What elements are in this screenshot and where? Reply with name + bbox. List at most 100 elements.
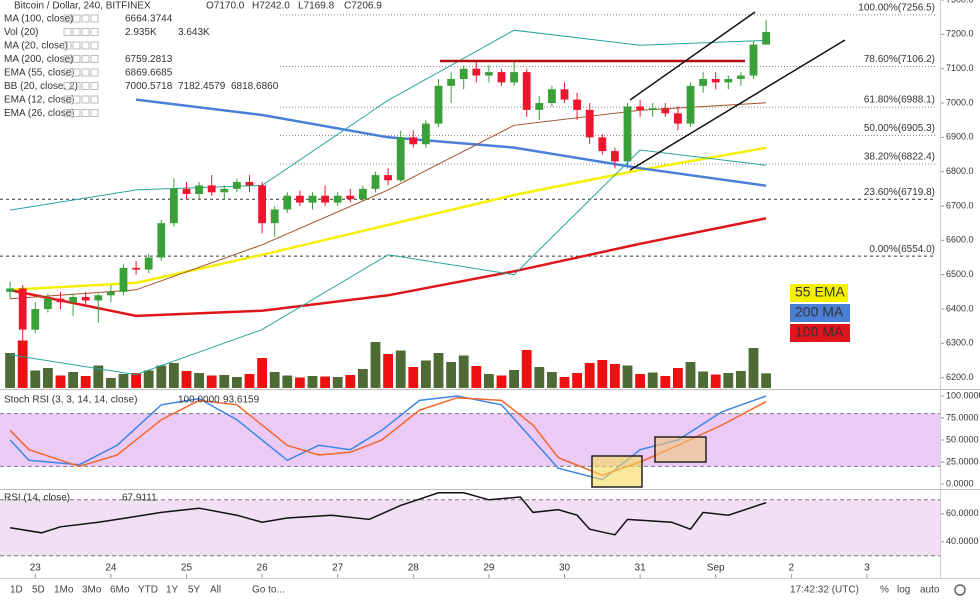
- range-button[interactable]: 5D: [32, 585, 45, 596]
- indicator-button[interactable]: [81, 55, 90, 63]
- indicator-name[interactable]: EMA (55, close): [4, 68, 75, 79]
- indicator-button[interactable]: [63, 55, 72, 63]
- indicator-button[interactable]: [81, 68, 90, 77]
- candle-body: [321, 195, 329, 203]
- volume-bar: [307, 376, 318, 388]
- indicator-button[interactable]: [90, 109, 99, 117]
- scale-option[interactable]: %: [880, 585, 889, 596]
- range-button[interactable]: YTD: [138, 585, 158, 596]
- indicator-value: 7000.5718: [125, 81, 173, 92]
- x-tick-label: Sep: [707, 563, 725, 574]
- volume-bar: [710, 374, 721, 388]
- indicator-button[interactable]: [72, 14, 81, 23]
- y-tick-label: 7000.0: [946, 97, 974, 107]
- volume-bar: [622, 365, 633, 388]
- volume-bar: [345, 375, 356, 388]
- text-layer: O7170.0 H7242.0 L7169.8 C7206.9 MA (100, clo…: [4, 0, 980, 596]
- volume-bar: [458, 355, 469, 388]
- y-tick-label: 100.0000: [946, 390, 980, 400]
- indicator-name[interactable]: EMA (12, close): [4, 95, 75, 106]
- indicator-button[interactable]: [72, 95, 81, 104]
- range-button[interactable]: 1Y: [166, 585, 179, 596]
- range-button[interactable]: 5Y: [188, 585, 201, 596]
- candle-body: [270, 209, 279, 224]
- range-button[interactable]: 1D: [10, 585, 23, 596]
- indicator-name[interactable]: Vol (20): [4, 27, 38, 38]
- overlay-line: [10, 29, 767, 211]
- indicator-button[interactable]: [90, 68, 99, 77]
- indicator-button[interactable]: [63, 14, 72, 23]
- volume-bar: [748, 348, 759, 388]
- indicator-button[interactable]: [63, 28, 72, 36]
- candle-body: [232, 181, 241, 189]
- indicator-name[interactable]: MA (200, close): [4, 54, 73, 65]
- candle-body: [611, 151, 619, 162]
- band-fill: [0, 499, 940, 556]
- candle-body: [573, 99, 582, 110]
- candle-body: [31, 309, 40, 330]
- y-tick-label: 6200.0: [946, 372, 974, 382]
- candle-body: [749, 44, 758, 76]
- indicator-value: 3.643K: [178, 27, 210, 38]
- scale-option[interactable]: log: [897, 585, 910, 596]
- candle-body: [623, 106, 632, 162]
- indicator-button[interactable]: [72, 28, 81, 36]
- indicator-name[interactable]: MA (20, close): [4, 41, 68, 52]
- range-button[interactable]: 1Mo: [54, 585, 74, 596]
- volume-bar: [206, 375, 217, 388]
- indicator-button[interactable]: [81, 14, 90, 23]
- ohlc-value: C7206.9: [344, 1, 382, 12]
- volume-bar: [483, 374, 494, 388]
- indicator-button[interactable]: [81, 95, 90, 104]
- indicator-name[interactable]: MA (100, close): [4, 14, 73, 25]
- indicator-button[interactable]: [72, 109, 81, 117]
- volume-bar: [761, 373, 772, 388]
- indicator-button[interactable]: [63, 68, 72, 77]
- goto-button[interactable]: Go to...: [252, 585, 285, 596]
- volume-bar: [647, 372, 658, 388]
- indicator-button[interactable]: [72, 68, 81, 77]
- indicator-name[interactable]: EMA (26, close): [4, 108, 75, 119]
- candle-body: [585, 109, 594, 138]
- indicator-button[interactable]: [63, 82, 72, 90]
- candle-body: [346, 195, 355, 200]
- settings-icon[interactable]: [954, 584, 966, 596]
- fib-label: 38.20%(6822.4): [864, 152, 935, 163]
- indicator-button[interactable]: [81, 41, 90, 50]
- indicator-button[interactable]: [63, 109, 72, 117]
- candle-body: [762, 31, 771, 45]
- volume-bar: [80, 376, 91, 388]
- indicator-button[interactable]: [90, 95, 99, 104]
- y-tick-label: 7300.0: [946, 0, 974, 4]
- volume-bar: [131, 373, 141, 388]
- volume-bar: [546, 372, 557, 388]
- indicator-button[interactable]: [90, 28, 99, 36]
- indicator-button[interactable]: [72, 55, 81, 63]
- scale-option[interactable]: auto: [920, 585, 940, 596]
- indicator-button[interactable]: [90, 55, 99, 63]
- candle-body: [81, 297, 90, 301]
- range-button[interactable]: 6Mo: [110, 585, 130, 596]
- indicator-button[interactable]: [90, 82, 99, 90]
- range-button[interactable]: All: [210, 585, 221, 596]
- candle-body: [384, 175, 393, 181]
- indicator-button[interactable]: [63, 41, 72, 50]
- x-tick-label: 2: [789, 563, 795, 574]
- indicator-value: 7182.4579: [178, 81, 226, 92]
- symbol: Bitcoin / Dollar, 240, BITFINEX: [14, 1, 151, 12]
- indicator-button[interactable]: [81, 109, 90, 117]
- indicator-button[interactable]: [90, 41, 99, 50]
- indicator-button[interactable]: [63, 95, 72, 104]
- candle-body: [737, 75, 745, 79]
- fib-label: 100.00%(7256.5): [858, 3, 935, 14]
- candle-body: [560, 89, 569, 100]
- x-tick-label: 24: [105, 563, 117, 574]
- indicator-button[interactable]: [81, 82, 90, 90]
- indicator-button[interactable]: [81, 28, 90, 36]
- indicator-button[interactable]: [72, 82, 81, 90]
- range-button[interactable]: 3Mo: [82, 585, 102, 596]
- indicator-button[interactable]: [90, 14, 99, 23]
- volume-bar: [420, 360, 431, 388]
- indicator-name[interactable]: BB (20, close, 2): [4, 81, 78, 92]
- indicator-button[interactable]: [72, 41, 81, 50]
